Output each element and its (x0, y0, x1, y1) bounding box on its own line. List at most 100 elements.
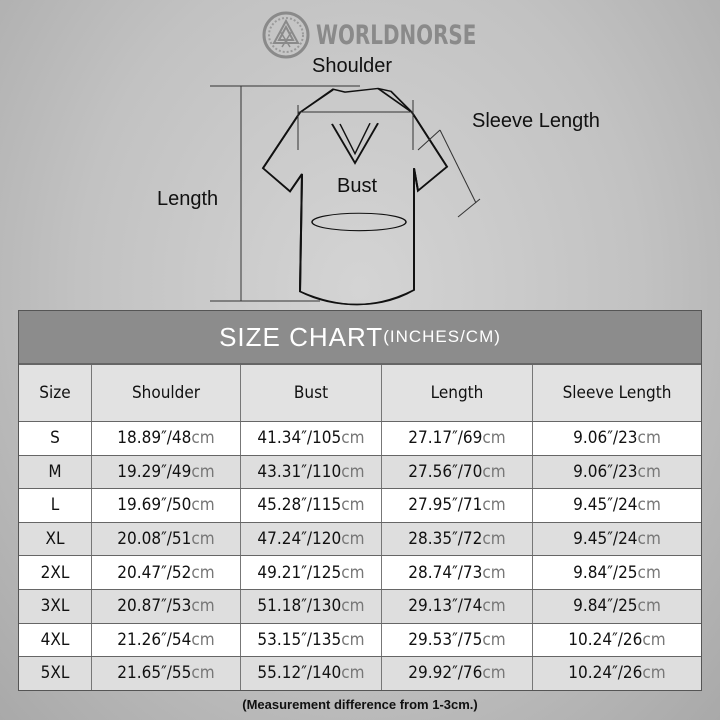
measurement-cell: 9.06″/23 cm (533, 422, 701, 455)
table-row: S 18.89″/48 cm 41.34″/105 cm 27.17″/69 cm 9.06″… (19, 422, 701, 456)
size-cell: 4XL (19, 623, 92, 657)
measurement-cell: 9.84″/25 cm (533, 556, 701, 589)
measurement-cell: 29.92″/76 cm (382, 657, 533, 690)
measurement-cell: 21.26″/54 cm (92, 623, 241, 657)
measurement-unit: cm (637, 495, 661, 516)
measurement-cell: 19.69″/50 cm (92, 489, 241, 522)
measurement-unit: cm (191, 461, 215, 482)
measurement-cell: 55.12″/140 cm (241, 657, 382, 690)
measurement-value: 53.15″/135 (257, 629, 342, 650)
table-row: M 19.29″/49 cm 43.31″/110 cm 27.56″/70 cm 9.06″… (19, 455, 701, 490)
size-cell: L (19, 489, 92, 522)
table-body: S 18.89″/48 cm 41.34″/105 cm 27.17″/69 cm 9.06″… (19, 422, 701, 690)
table-row: 3XL 20.87″/53 cm 51.18″/130 cm 29.13″/74 cm 9.8… (19, 589, 701, 624)
measurement-cell: 41.34″/105 cm (241, 422, 382, 455)
measurement-value: 9.06″/23 (573, 428, 638, 449)
measurement-value: 18.89″/48 (117, 428, 192, 449)
size-cell: 2XL (19, 556, 92, 589)
measurement-cell: 19.29″/49 cm (92, 455, 241, 489)
measurement-cell: 18.89″/48 cm (92, 422, 241, 455)
measurement-value: 27.95″/71 (408, 495, 483, 516)
measurement-unit: cm (482, 562, 506, 583)
measurement-cell: 9.84″/25 cm (533, 590, 701, 623)
measurement-cell: 9.06″/23 cm (533, 456, 701, 489)
measurement-value: 21.26″/54 (117, 629, 192, 650)
measurement-unit: cm (642, 663, 666, 684)
table-row: L 19.69″/50 cm 45.28″/115 cm 27.95″/71 cm 9.45″… (19, 489, 701, 523)
length-label: Length (157, 188, 219, 210)
shirt-diagram (210, 85, 481, 306)
measurement-note: (Measurement difference from 1-3cm.) (242, 697, 478, 712)
measurement-unit: cm (341, 663, 365, 684)
measurement-unit: cm (191, 495, 215, 516)
measurement-cell: 53.15″/135 cm (241, 623, 382, 657)
measurement-unit: cm (637, 461, 661, 482)
size-cell: M (19, 455, 92, 489)
measurement-value: 20.87″/53 (117, 596, 192, 617)
measurement-cell: 20.08″/51 cm (92, 522, 241, 556)
table-title-units: (INCHES/CM) (383, 327, 501, 346)
measurement-value: 9.84″/25 (573, 596, 638, 617)
measurement-cell: 45.28″/115 cm (241, 489, 382, 522)
size-chart-table: SIZE CHART (INCHES/CM) Size Shoulder Bust L… (18, 310, 702, 691)
measurement-cell: 27.56″/70 cm (382, 455, 533, 489)
measurement-value: 19.69″/50 (117, 495, 192, 516)
measurement-cell: 10.24″/26 cm (533, 657, 701, 690)
column-header: Sleeve Length (562, 383, 672, 403)
measurement-unit: cm (642, 629, 666, 650)
measurement-cell: 28.74″/73 cm (382, 556, 533, 589)
measurement-value: 41.34″/105 (257, 428, 342, 449)
measurement-value: 20.47″/52 (117, 562, 192, 583)
column-header: Length (382, 365, 533, 421)
measurement-value: 19.29″/49 (117, 461, 192, 482)
measurement-unit: cm (637, 562, 661, 583)
size-cell: 5XL (19, 657, 92, 690)
measurement-value: 27.17″/69 (408, 428, 483, 449)
measurement-cell: 27.95″/71 cm (382, 489, 533, 522)
measurement-unit: cm (482, 596, 506, 617)
column-header: Bust (241, 365, 382, 421)
measurement-cell: 28.35″/72 cm (382, 522, 533, 556)
size-cell: 3XL (19, 589, 92, 623)
measurement-value: 9.45″/24 (573, 495, 638, 516)
measurement-unit: cm (341, 428, 365, 449)
measurement-value: 28.74″/73 (408, 562, 483, 583)
measurement-cell: 29.13″/74 cm (382, 589, 533, 623)
shoulder-label: Shoulder (312, 55, 393, 77)
measurement-cell: 27.17″/69 cm (382, 422, 533, 455)
measurement-value: 10.24″/26 (568, 629, 643, 650)
measurement-cell: 49.21″/125 cm (241, 556, 382, 589)
table-row: XL 20.08″/51 cm 47.24″/120 cm 28.35″/72 cm 9.45… (19, 522, 701, 557)
measurement-value: 9.06″/23 (573, 461, 638, 482)
column-header: Shoulder (92, 365, 241, 421)
measurement-unit: cm (482, 428, 506, 449)
measurement-value: 9.84″/25 (573, 562, 638, 583)
measurement-value: 10.24″/26 (568, 663, 643, 684)
valknut-emblem-icon (262, 11, 310, 59)
measurement-unit: cm (637, 428, 661, 449)
measurement-unit: cm (191, 629, 215, 650)
measurement-value: 20.08″/51 (117, 529, 192, 550)
sleeve-length-label: Sleeve Length (472, 110, 600, 132)
measurement-value: 9.45″/24 (573, 529, 638, 550)
measurement-cell: 21.65″/55 cm (92, 657, 241, 690)
measurement-value: 29.92″/76 (408, 663, 483, 684)
size-cell: XL (19, 522, 92, 556)
measurement-value: 47.24″/120 (257, 529, 342, 550)
measurement-value: 28.35″/72 (408, 529, 483, 550)
measurement-value: 29.53″/75 (408, 629, 483, 650)
bust-label: Bust (337, 175, 378, 197)
measurement-value: 29.13″/74 (408, 596, 483, 617)
measurement-unit: cm (341, 596, 365, 617)
measurement-unit: cm (637, 529, 661, 550)
table-row: 5XL 21.65″/55 cm 55.12″/140 cm 29.92″/76 cm 10.… (19, 657, 701, 690)
brand-name: WORLDNORSE (316, 19, 477, 51)
measurement-unit: cm (191, 663, 215, 684)
header-row: Size Shoulder Bust Length Sleeve Length (19, 365, 701, 422)
measurement-unit: cm (482, 461, 506, 482)
table-title-text: SIZE CHART (219, 321, 384, 352)
measurement-unit: cm (637, 596, 661, 617)
measurement-unit: cm (341, 529, 365, 550)
measurement-cell: 10.24″/26 cm (533, 624, 701, 657)
measurement-value: 43.31″/110 (257, 461, 342, 482)
